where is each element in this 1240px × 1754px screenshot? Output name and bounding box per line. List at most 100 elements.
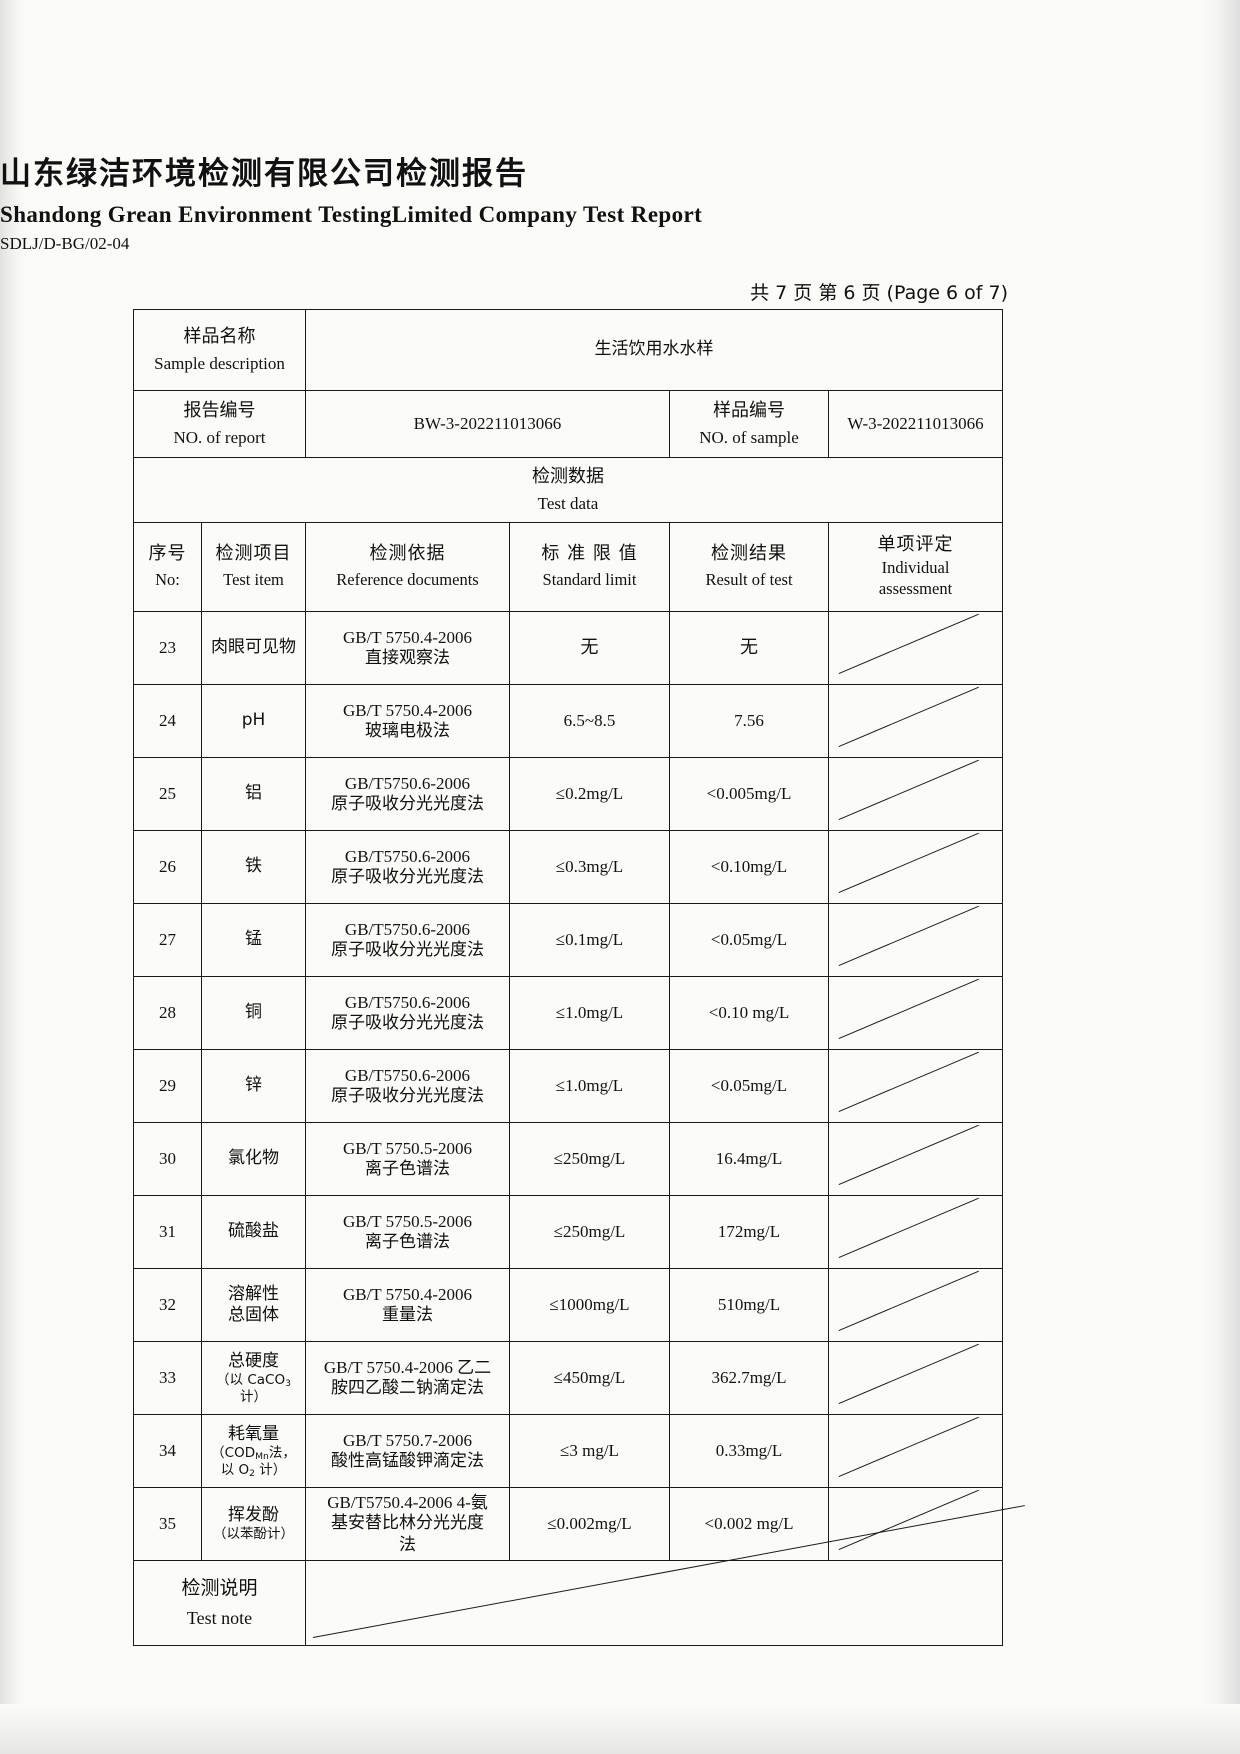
scan-edge-bottom [0, 1704, 1240, 1754]
table-row: 28 铜 GB/T5750.6-2006 原子吸收分光光度法 ≤1.0mg/L <0.10… [133, 976, 1003, 1050]
report-number-row: 报告编号 NO. of report BW-3-202211013066 样品编… [133, 390, 1003, 458]
row-result-of-test: <0.10mg/L [669, 830, 829, 904]
scan-edge-right [1200, 0, 1240, 1754]
table-body: 样品名称 Sample description 生活饮用水水样 报告编号 NO.… [133, 309, 1025, 1646]
row-standard-limit: ≤0.3mg/L [509, 830, 670, 904]
column-header-item-cn: 检测项目 [215, 543, 292, 565]
column-header-standard-limit-cn: 标 准 限 值 [541, 543, 638, 565]
row-individual-assessment [828, 1487, 1003, 1561]
report-number-label-cn: 报告编号 [183, 400, 256, 422]
row-result-of-test: 362.7mg/L [669, 1341, 829, 1415]
column-header-no-en: No: [155, 569, 180, 589]
strikethrough-line-icon [838, 978, 980, 1039]
column-header-assessment-en1: Individual [881, 557, 950, 577]
row-number: 26 [133, 830, 202, 904]
sample-description-label-en: Sample description [154, 353, 285, 373]
row-reference-document: GB/T5750.6-2006 原子吸收分光光度法 [305, 1049, 510, 1123]
row-result-of-test: 510mg/L [669, 1268, 829, 1342]
column-header-assessment-en2: assessment [878, 579, 953, 599]
report-title-english: Shandong Grean Environment TestingLimite… [0, 202, 703, 227]
row-test-item: 硫酸盐 [201, 1195, 306, 1269]
row-reference-document: GB/T 5750.4-2006 玻璃电极法 [305, 684, 510, 758]
sample-number-value: W-3-202211013066 [828, 390, 1003, 458]
row-reference-document: GB/T 5750.5-2006 离子色谱法 [305, 1122, 510, 1196]
document-code: SDLJ/D-BG/02-04 [0, 234, 130, 253]
row-standard-limit: ≤3 mg/L [509, 1414, 670, 1488]
sample-number-label: 样品编号 NO. of sample [669, 390, 829, 458]
row-number: 25 [133, 757, 202, 831]
column-header-reference-en: Reference documents [336, 569, 479, 589]
table-row: 25 铝 GB/T5750.6-2006 原子吸收分光光度法 ≤0.2mg/L <0.00… [133, 757, 1003, 831]
row-reference-document: GB/T5750.6-2006 原子吸收分光光度法 [305, 757, 510, 831]
test-data-banner-row: 检测数据 Test data [133, 457, 1003, 523]
row-number: 33 [133, 1341, 202, 1415]
row-reference-document: GB/T 5750.5-2006 离子色谱法 [305, 1195, 510, 1269]
sample-description-label: 样品名称 Sample description [133, 309, 306, 391]
test-note-label-cn: 检测说明 [181, 1576, 258, 1599]
report-number-value: BW-3-202211013066 [305, 390, 670, 458]
scan-edge-left [0, 0, 26, 1754]
row-individual-assessment [828, 1268, 1003, 1342]
table-row: 24 pH GB/T 5750.4-2006 玻璃电极法 6.5~8.5 7.56 [133, 684, 1003, 758]
row-number: 27 [133, 903, 202, 977]
column-header-no-cn: 序号 [148, 543, 187, 565]
row-number: 23 [133, 611, 202, 685]
strikethrough-line-icon [838, 905, 980, 966]
table-row: 34 耗氧量 （CODMn法，以 O2 计） GB/T 5750.7-2006 酸性高锰… [133, 1414, 1003, 1488]
row-result-of-test: 7.56 [669, 684, 829, 758]
row-result-of-test: 0.33mg/L [669, 1414, 829, 1488]
row-test-item: 锰 [201, 903, 306, 977]
row-number: 31 [133, 1195, 202, 1269]
strikethrough-line-icon [838, 1343, 980, 1404]
table-row: 29 锌 GB/T5750.6-2006 原子吸收分光光度法 ≤1.0mg/L <0.05… [133, 1049, 1003, 1123]
row-result-of-test: <0.005mg/L [669, 757, 829, 831]
row-standard-limit: ≤1000mg/L [509, 1268, 670, 1342]
table-row: 35 挥发酚 （以苯酚计） GB/T5750.4-2006 4-氨 基安替比林分光光度法… [133, 1487, 1003, 1561]
row-number: 24 [133, 684, 202, 758]
row-test-item: 铝 [201, 757, 306, 831]
column-header-assessment: 单项评定 Individual assessment [828, 522, 1003, 612]
row-result-of-test: <0.002 mg/L [669, 1487, 829, 1561]
test-data-banner-en: Test data [537, 493, 599, 513]
row-individual-assessment [828, 611, 1003, 685]
row-number: 30 [133, 1122, 202, 1196]
strikethrough-line-icon [838, 1051, 980, 1112]
row-reference-document: GB/T 5750.4-2006 直接观察法 [305, 611, 510, 685]
row-result-of-test: 无 [669, 611, 829, 685]
row-number: 34 [133, 1414, 202, 1488]
row-test-item: 铜 [201, 976, 306, 1050]
test-note-row: 检测说明 Test note [133, 1505, 1025, 1646]
sample-description-row: 样品名称 Sample description 生活饮用水水样 [133, 309, 1003, 391]
sample-number-label-cn: 样品编号 [713, 400, 785, 422]
column-header-no: 序号 No: [133, 522, 202, 612]
row-test-item: 溶解性 总固体 [201, 1268, 306, 1342]
row-number: 32 [133, 1268, 202, 1342]
strikethrough-line-icon [838, 1489, 980, 1550]
page-indicator: 共 7 页 第 6 页 (Page 6 of 7) [750, 282, 1008, 304]
table-row: 30 氯化物 GB/T 5750.5-2006 离子色谱法 ≤250mg/L 16.4mg… [133, 1122, 1003, 1196]
test-note-value [305, 1505, 1025, 1646]
row-reference-document: GB/T5750.4-2006 4-氨 基安替比林分光光度法 [305, 1487, 510, 1561]
row-individual-assessment [828, 903, 1003, 977]
row-standard-limit: 6.5~8.5 [509, 684, 670, 758]
column-header-item: 检测项目 Test item [201, 522, 306, 612]
row-test-item: 锌 [201, 1049, 306, 1123]
test-report-table: 样品名称 Sample description 生活饮用水水样 报告编号 NO.… [133, 309, 1025, 1646]
column-header-item-en: Test item [223, 569, 284, 589]
row-number: 28 [133, 976, 202, 1050]
row-standard-limit: ≤0.002mg/L [509, 1487, 670, 1561]
row-reference-document: GB/T5750.6-2006 原子吸收分光光度法 [305, 903, 510, 977]
row-individual-assessment [828, 976, 1003, 1050]
report-number-label-en: NO. of report [173, 427, 266, 447]
strikethrough-line-icon [838, 759, 980, 820]
test-note-label: 检测说明 Test note [133, 1560, 306, 1646]
row-standard-limit: ≤450mg/L [509, 1341, 670, 1415]
strikethrough-line-icon [838, 613, 980, 674]
row-reference-document: GB/T 5750.4-2006 重量法 [305, 1268, 510, 1342]
test-data-banner: 检测数据 Test data [133, 457, 1003, 523]
row-test-item: 氯化物 [201, 1122, 306, 1196]
strikethrough-line-icon [838, 1197, 980, 1258]
row-reference-document: GB/T5750.6-2006 原子吸收分光光度法 [305, 976, 510, 1050]
